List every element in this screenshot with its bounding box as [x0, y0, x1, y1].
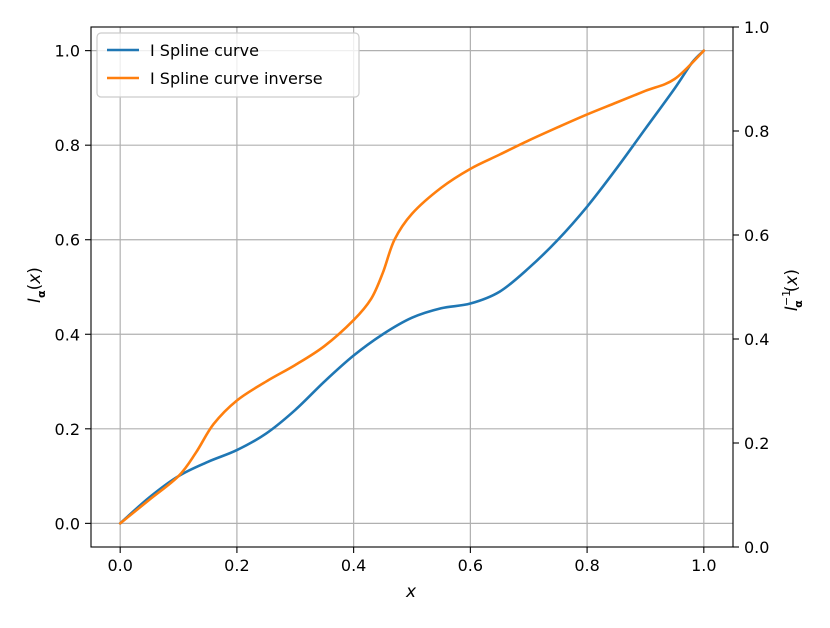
- plot-frame: [90, 26, 734, 548]
- axes-frame: [90, 26, 734, 548]
- legend-box: [96, 32, 360, 98]
- y-left-tick-label: 0.0: [55, 514, 80, 533]
- x-tick-label: 0.8: [574, 556, 599, 575]
- svg-text:I−1α(x): I−1α(x): [780, 269, 805, 311]
- series-line-i-spline-curve-inverse: [118, 49, 706, 525]
- x-tick-label: 0.2: [224, 556, 249, 575]
- y-left-tick-label: 0.4: [55, 325, 80, 344]
- y-left-tick-label: 0.2: [55, 420, 80, 439]
- ticks: 0.0 0.2 0.4 0.6 0.8 1.0 0.0 0.2 0.4 0.6 0.8 1.0 0.0 0…: [55, 18, 770, 575]
- x-tick-label: 1.0: [691, 556, 716, 575]
- y-right-tick-label: 0.0: [744, 538, 769, 557]
- legend-label-i-spline-curve: I Spline curve: [150, 41, 259, 60]
- x-tick-label: 0.4: [341, 556, 366, 575]
- x-axis-label: x: [405, 582, 417, 602]
- y-left-tick-label: 1.0: [55, 42, 80, 61]
- y-right-tick-label: 1.0: [744, 18, 769, 37]
- series-line-i-spline-curve: [118, 49, 706, 525]
- y-axis-right-label: I−1α(x): [780, 269, 805, 311]
- legend: I Spline curve I Spline curve inverse: [96, 32, 360, 98]
- x-tick-label: 0.6: [458, 556, 483, 575]
- legend-label-i-spline-curve-inverse: I Spline curve inverse: [150, 69, 323, 88]
- series-group: [118, 49, 706, 525]
- y-left-tick-label: 0.8: [55, 136, 80, 155]
- y-right-tick-label: 0.4: [744, 330, 769, 349]
- y-left-tick-label: 0.6: [55, 231, 80, 250]
- y-right-tick-label: 0.2: [744, 434, 769, 453]
- grid: [91, 27, 733, 547]
- svg-text:Iα(x): Iα(x): [25, 267, 48, 303]
- y-right-tick-label: 0.6: [744, 226, 769, 245]
- y-axis-left-label: Iα(x): [25, 267, 48, 303]
- x-tick-label: 0.0: [107, 556, 132, 575]
- y-right-tick-label: 0.8: [744, 122, 769, 141]
